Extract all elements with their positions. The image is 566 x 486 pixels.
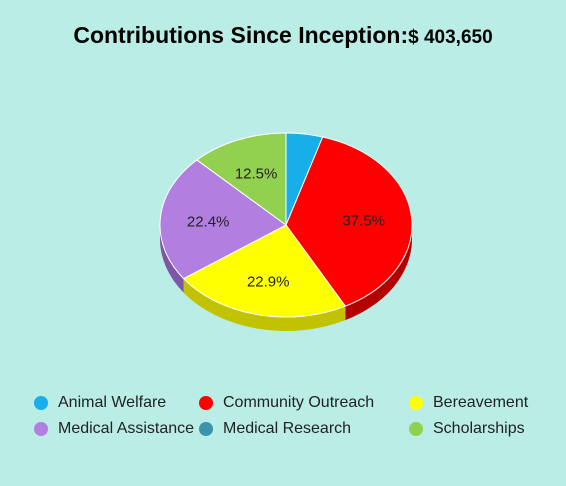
legend-label: Bereavement (433, 394, 529, 411)
legend-item-bereavement[interactable]: Bereavement (409, 394, 528, 412)
legend-item-medical-research[interactable]: Medical Research (199, 420, 351, 438)
pie-slice-scholarships[interactable] (196, 132, 287, 226)
legend-item-animal-welfare[interactable]: Animal Welfare (34, 394, 166, 412)
legend-item-community-outreach[interactable]: Community Outreach (199, 394, 374, 412)
data-label-scholarships: 12.5% (235, 165, 278, 182)
legend-label: Medical Assistance (58, 420, 195, 437)
legend-label: Animal Welfare (58, 394, 167, 411)
legend-dot-icon (34, 396, 48, 410)
pie-slices (159, 132, 413, 318)
legend-dot-icon (409, 422, 423, 436)
legend-dot-icon (199, 422, 213, 436)
data-label-bereavement: 22.9% (247, 274, 290, 291)
data-label-community-outreach: 37.5% (342, 212, 385, 229)
pie-slice-medical-assistance[interactable] (159, 159, 287, 280)
pie-side-community-outreach (345, 225, 412, 321)
legend-label: Medical Research (223, 420, 352, 437)
pie-slice-community-outreach[interactable] (285, 136, 413, 307)
chart-title-text: Contributions Since Inception: (73, 22, 409, 48)
pie-side-medical-assistance (160, 225, 184, 293)
pie-data-labels: 37.5% 22.9% 22.4% 12.5% (187, 165, 385, 290)
pie-slice-bereavement[interactable] (182, 224, 347, 318)
legend-item-medical-assistance[interactable]: Medical Assistance (34, 420, 194, 438)
legend-dot-icon (409, 396, 423, 410)
legend-item-scholarships[interactable]: Scholarships (409, 420, 525, 438)
chart-title-amount: $ 403,650 (408, 27, 493, 48)
chart-title: Contributions Since Inception:$ 403,650 (0, 22, 566, 49)
legend-dot-icon (34, 422, 48, 436)
pie-sides (160, 225, 412, 331)
legend-label: Scholarships (433, 420, 525, 437)
pie-side-bereavement (183, 278, 346, 331)
legend-dot-icon (199, 396, 213, 410)
data-label-medical-assistance: 22.4% (187, 213, 230, 230)
legend-label: Community Outreach (223, 394, 375, 411)
